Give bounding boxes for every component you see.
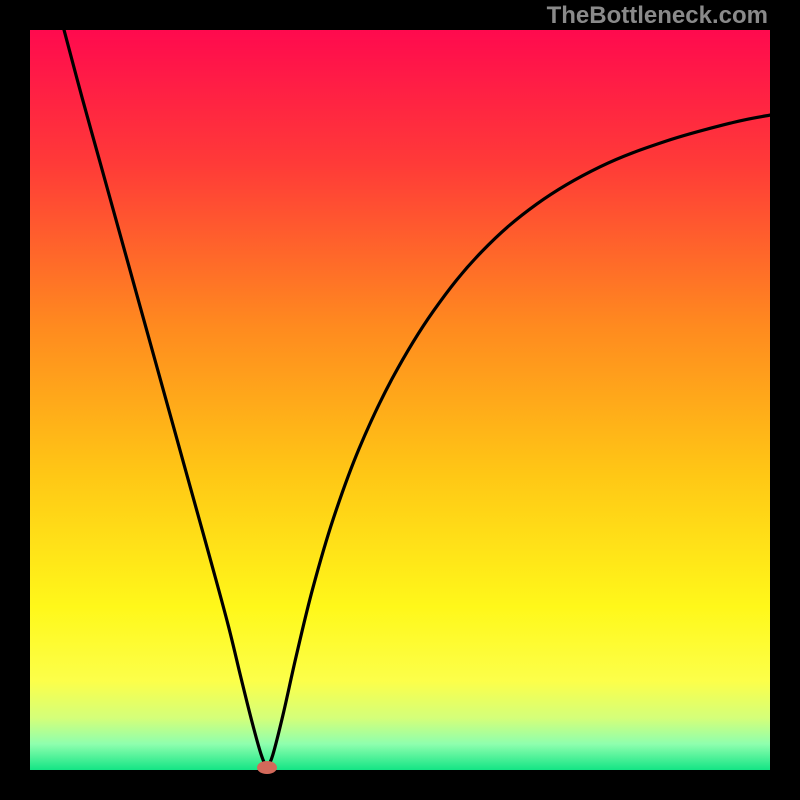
bottleneck-curve: [30, 30, 770, 770]
plot-area: [30, 30, 770, 770]
chart-container: TheBottleneck.com: [0, 0, 800, 800]
watermark-text: TheBottleneck.com: [547, 2, 768, 30]
